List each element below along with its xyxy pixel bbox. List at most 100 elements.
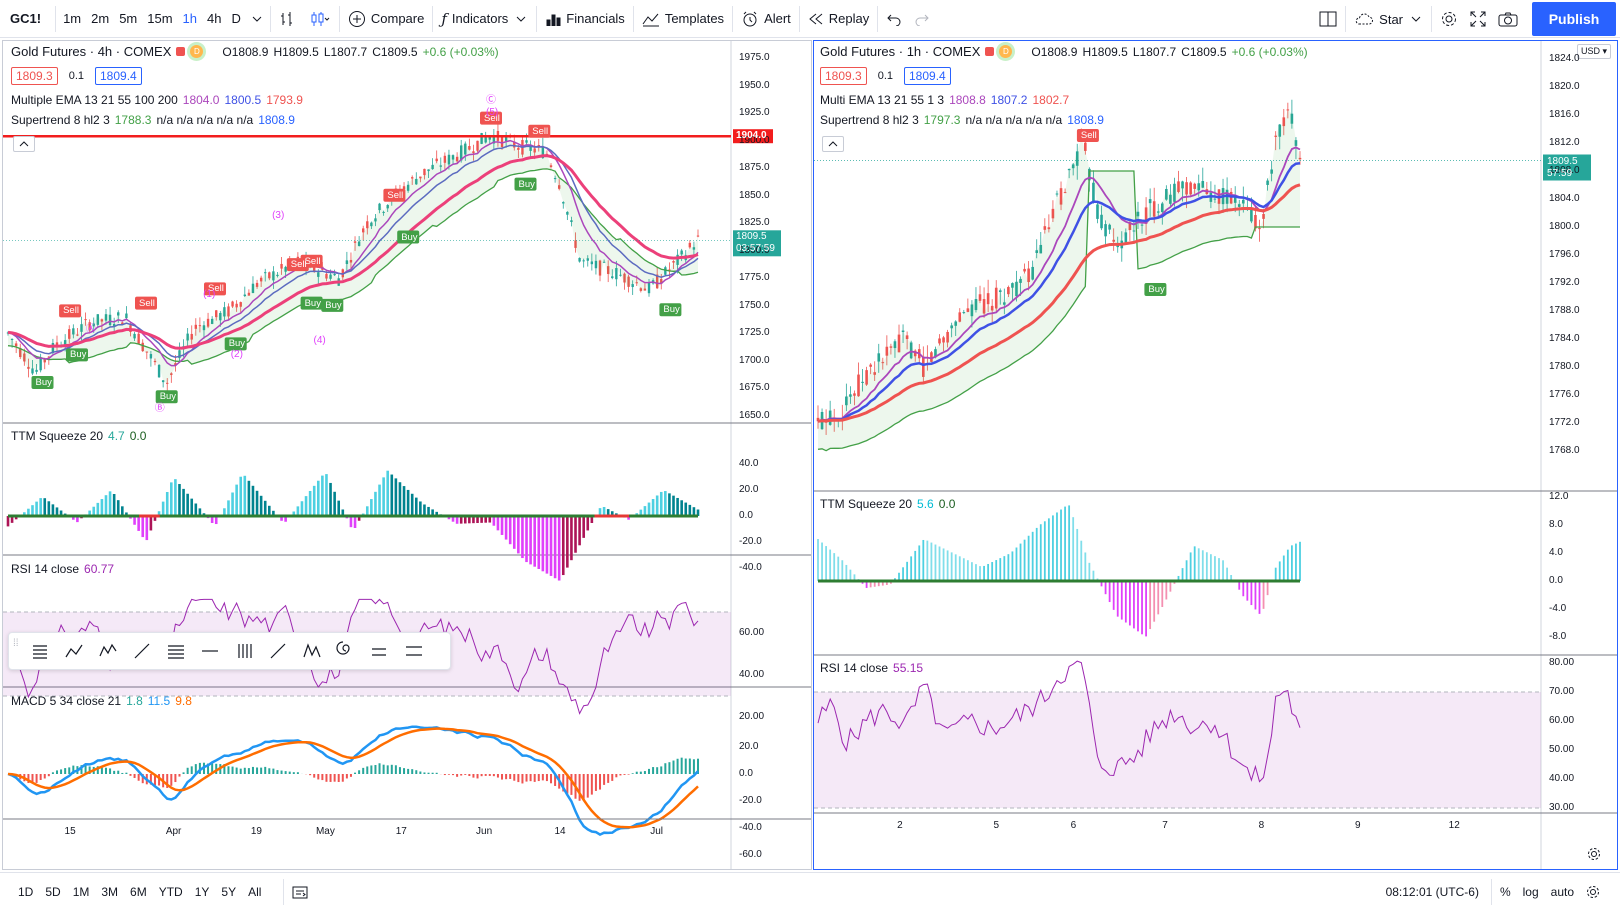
drawing-toolbar[interactable]: ⁞⁞	[8, 632, 451, 670]
drawing-tool-1[interactable]	[57, 634, 91, 668]
log-scale-button[interactable]: log	[1522, 884, 1539, 899]
candle-body	[998, 290, 1002, 293]
candle-body	[186, 333, 189, 341]
bid-price[interactable]: 1809.3	[11, 67, 58, 85]
candle-body	[231, 301, 234, 307]
ask-price[interactable]: 1809.4	[904, 67, 951, 85]
undo-button[interactable]	[880, 0, 908, 38]
snapshot-button[interactable]	[1492, 0, 1524, 38]
drag-handle[interactable]: ⁞⁞	[13, 638, 19, 649]
collapse-legend-button[interactable]	[822, 136, 844, 152]
macd-histogram-bar	[537, 774, 540, 782]
macd-histogram-bar	[656, 767, 659, 774]
publish-button[interactable]: Publish	[1532, 2, 1616, 36]
legend-squeeze-1h[interactable]: TTM Squeeze 20 5.6 0.0	[820, 497, 955, 511]
candle-body	[317, 272, 320, 277]
range-5y[interactable]: 5Y	[221, 884, 237, 899]
settings-button[interactable]	[1434, 0, 1464, 38]
legend-supertrend-1h[interactable]: Supertrend 8 hl2 3 1797.3 n/a n/a n/a n/…	[820, 113, 1104, 127]
legend-squeeze-4h[interactable]: TTM Squeeze 20 4.7 0.0	[11, 429, 146, 443]
legend-supertrend-4h[interactable]: Supertrend 8 hl2 3 1788.3 n/a n/a n/a n/…	[11, 113, 295, 127]
indicators-button[interactable]: ƒ Indicators	[435, 0, 534, 38]
drawing-tool-5[interactable]	[193, 634, 227, 668]
drawing-tool-8[interactable]	[295, 634, 329, 668]
chart-properties-button[interactable]	[1580, 873, 1606, 910]
squeeze-bar	[325, 474, 328, 516]
squeeze-bar	[1015, 547, 1018, 581]
range-all[interactable]: All	[248, 884, 262, 899]
candle-body	[1165, 188, 1168, 200]
interval-1m[interactable]: 1m	[63, 11, 82, 26]
squeeze-bar	[96, 502, 100, 516]
drawing-tool-10[interactable]	[363, 634, 397, 668]
legend-macd-4h[interactable]: MACD 5 34 close 21 1.8 11.5 9.8	[11, 694, 192, 708]
range-5d[interactable]: 5D	[45, 884, 61, 899]
templates-button[interactable]: Templates	[636, 0, 730, 38]
drawing-tool-0[interactable]	[23, 634, 57, 668]
interval-4h[interactable]: 4h	[207, 11, 222, 26]
wave-label: Ⓒ	[486, 94, 496, 106]
candle-body	[853, 393, 856, 396]
compare-button[interactable]: Compare	[342, 0, 430, 38]
interval-1h[interactable]: 1h	[182, 11, 198, 26]
range-1y[interactable]: 1Y	[194, 884, 210, 899]
currency-button[interactable]: USD ▾	[1576, 44, 1611, 59]
chart-canvas-1h[interactable]	[814, 41, 1618, 870]
legend-ema-4h[interactable]: Multiple EMA 13 21 55 100 200 1804.0 180…	[11, 93, 303, 107]
symbol-search[interactable]: GC1!	[10, 11, 42, 26]
drawing-tool-3[interactable]	[125, 634, 159, 668]
chart-panel-1h[interactable]: Gold Futures · 1h · COMEX D O1808.9 H180…	[813, 40, 1618, 870]
drawing-tool-11[interactable]	[397, 634, 431, 668]
date-range-button[interactable]	[286, 873, 314, 910]
chart-settings-button[interactable]	[1587, 847, 1601, 866]
macd-histogram-bar	[35, 774, 38, 783]
range-ytd[interactable]: YTD	[158, 884, 183, 899]
range-1d[interactable]: 1D	[18, 884, 34, 899]
drawing-tool-9[interactable]	[329, 634, 363, 668]
interval-15m[interactable]: 15m	[147, 11, 173, 26]
squeeze-bar	[451, 516, 455, 522]
replay-button[interactable]: Replay	[802, 0, 875, 38]
macd-histogram-bar	[341, 774, 344, 782]
candle-style-button[interactable]	[303, 0, 337, 38]
drawing-tool-2[interactable]	[91, 634, 125, 668]
bar-style-button[interactable]	[273, 0, 303, 38]
clock[interactable]: 08:12:01 (UTC-6)	[1385, 884, 1479, 899]
drawing-tool-4[interactable]	[159, 634, 193, 668]
alert-button[interactable]: Alert	[735, 0, 797, 38]
chart-canvas-4h[interactable]	[3, 41, 812, 870]
price-axis-label: 1812.0	[1549, 137, 1580, 148]
squeeze-bar	[1153, 581, 1156, 622]
squeeze-bar	[121, 506, 124, 516]
squeeze-bar	[23, 512, 26, 516]
chart-panel-4h[interactable]: Gold Futures · 4h · COMEX D O1808.9 H180…	[2, 40, 812, 870]
redo-button[interactable]	[908, 0, 936, 38]
range-6m[interactable]: 6M	[130, 884, 147, 899]
bid-price[interactable]: 1809.3	[820, 67, 867, 85]
legend-rsi-1h[interactable]: RSI 14 close 55.15	[820, 661, 923, 675]
layout-button[interactable]	[1313, 0, 1343, 38]
ask-price[interactable]: 1809.4	[95, 67, 142, 85]
watchlist-star-button[interactable]: Star	[1348, 0, 1429, 38]
range-1m[interactable]: 1M	[72, 884, 90, 899]
drawing-tool-6[interactable]	[227, 634, 261, 668]
legend-ema-1h[interactable]: Multi EMA 13 21 55 1 3 1808.8 1807.2 180…	[820, 93, 1069, 107]
alert-label: Alert	[764, 11, 791, 26]
rsi-band	[814, 692, 1541, 808]
candle-body	[574, 240, 577, 248]
interval-dropdown[interactable]	[246, 0, 268, 38]
range-3m[interactable]: 3M	[101, 884, 119, 899]
interval-D[interactable]: D	[231, 11, 241, 26]
candle-body	[1092, 182, 1095, 202]
candle-body	[345, 260, 349, 265]
collapse-legend-button[interactable]	[13, 136, 35, 152]
interval-5m[interactable]: 5m	[119, 11, 138, 26]
financials-button[interactable]: Financials	[539, 0, 631, 38]
legend-rsi-4h[interactable]: RSI 14 close 60.77	[11, 562, 114, 576]
fullscreen-button[interactable]	[1464, 0, 1492, 38]
drawing-tool-7[interactable]	[261, 634, 295, 668]
interval-2m[interactable]: 2m	[91, 11, 110, 26]
auto-scale-button[interactable]: auto	[1550, 884, 1574, 899]
squeeze-bar	[676, 497, 679, 516]
percent-scale-button[interactable]: %	[1499, 884, 1511, 899]
